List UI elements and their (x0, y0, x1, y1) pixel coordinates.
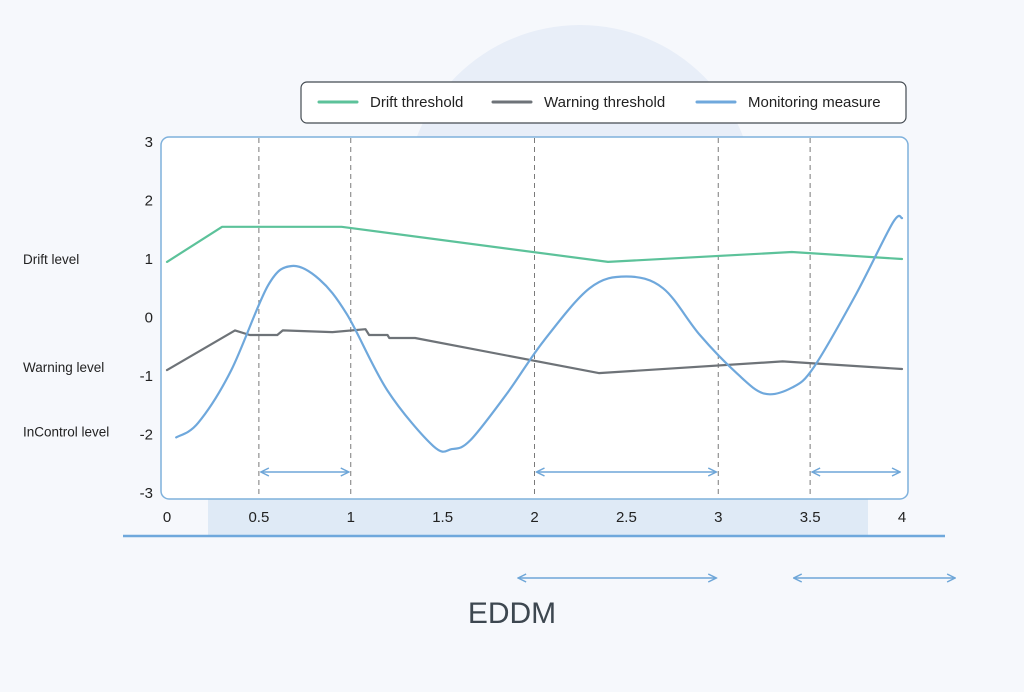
x-tick-label: 3 (714, 509, 722, 526)
y-axis-ticks: 3 2 1 0 -1 -2 -3 (140, 134, 153, 502)
x-tick-label: 0 (163, 509, 171, 526)
decor-band (208, 498, 868, 536)
level-label: Drift level (23, 252, 79, 267)
y-tick-label: -3 (140, 485, 153, 502)
series-line-monitoring-measure (175, 214, 904, 453)
y-tick-label: 3 (145, 134, 153, 151)
x-tick-label: 0.5 (248, 509, 269, 526)
level-labels: Drift level Warning level InControl level (23, 252, 109, 440)
dashed-markers (258, 138, 811, 498)
series-line-warning-threshold (165, 328, 904, 375)
x-tick-label: 3.5 (800, 509, 821, 526)
y-tick-label: 0 (145, 310, 153, 327)
legend-label-monitoring-measure: Monitoring measure (748, 94, 881, 111)
legend-label-drift-threshold: Drift threshold (370, 94, 463, 111)
legend-items: Drift threshold Warning threshold Monitori… (317, 94, 881, 111)
y-tick-label: -1 (140, 368, 153, 385)
chart-title: EDDM (468, 597, 556, 630)
legend-box (300, 81, 907, 124)
y-tick-label: -2 (140, 427, 153, 444)
x-tick-label: 2.5 (616, 509, 637, 526)
series-lines (165, 214, 904, 453)
legend: Drift threshold Warning threshold Monitori… (300, 81, 907, 124)
level-label: InControl level (23, 425, 109, 440)
x-tick-label: 1.5 (432, 509, 453, 526)
x-tick-label: 4 (898, 509, 906, 526)
x-axis-ticks: 0 0.5 1 1.5 2 2.5 3 3.5 4 (163, 509, 906, 526)
x-tick-label: 2 (530, 509, 538, 526)
level-label: Warning level (23, 360, 104, 375)
x-tick-label: 1 (347, 509, 355, 526)
y-tick-label: 1 (145, 251, 153, 268)
legend-label-warning-threshold: Warning threshold (544, 94, 665, 111)
y-tick-label: 2 (145, 193, 153, 210)
series-line-drift-threshold (165, 225, 904, 263)
